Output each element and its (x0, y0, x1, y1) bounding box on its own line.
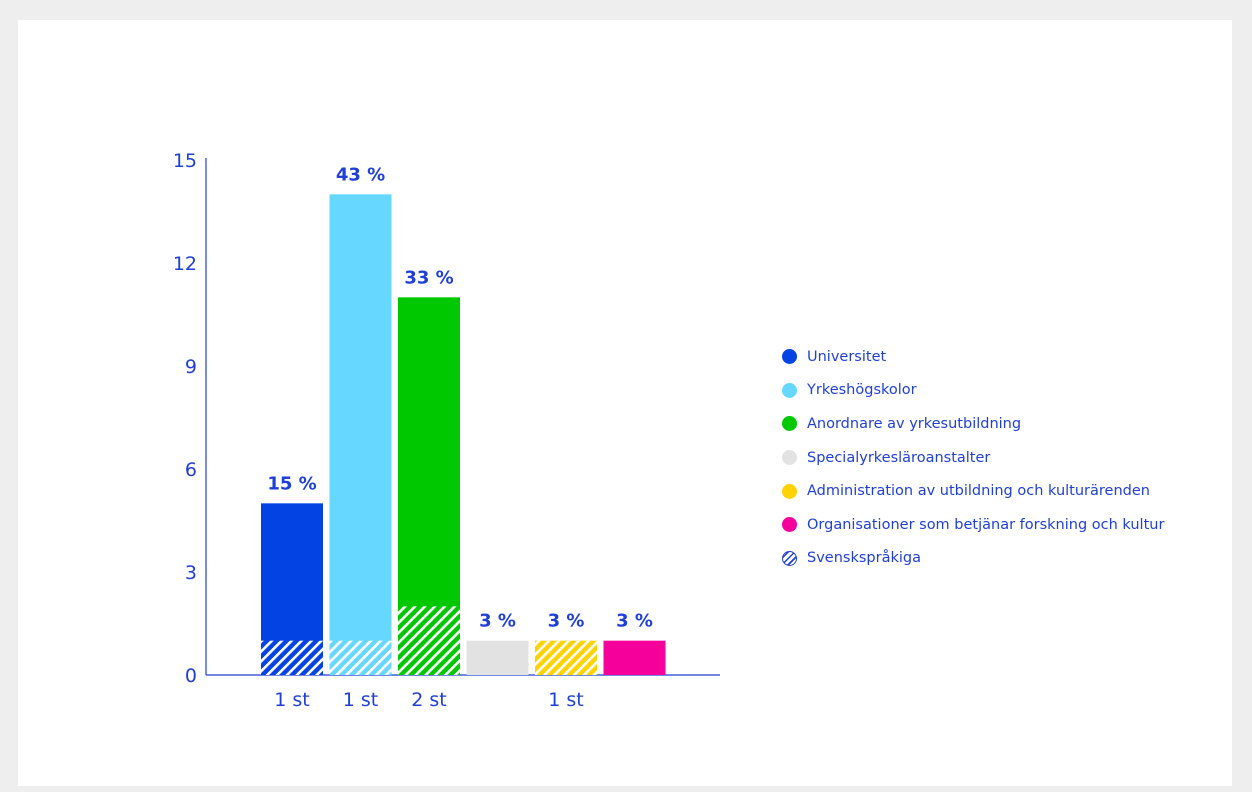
swedish-count-label: 1 st (343, 689, 378, 711)
circle-icon (782, 349, 797, 365)
bar (466, 640, 529, 675)
bar (603, 640, 666, 675)
bar-value-label: 3 % (479, 611, 516, 632)
legend-item: Anordnare av yrkesutbildning (782, 407, 1164, 441)
legend-item: Specialyrkesläroanstalter (782, 441, 1164, 475)
legend-label: Anordnare av yrkesutbildning (807, 415, 1022, 432)
y-tick-label: 12 (173, 253, 197, 275)
hatched-circle-icon (782, 550, 797, 566)
y-tick-label: 6 (185, 459, 197, 481)
swedish-count-label: 1 st (548, 689, 583, 711)
y-tick-label: 3 (185, 562, 197, 584)
bar-swedish-hatch (329, 640, 392, 675)
circle-icon (782, 483, 797, 499)
circle-icon (782, 450, 797, 466)
bar-value-label: 3 % (616, 611, 653, 632)
circle-icon (782, 517, 797, 533)
legend-item: Organisationer som betjänar forskning oc… (782, 508, 1164, 542)
legend-item: Administration av utbildning och kulturä… (782, 474, 1164, 508)
circle-icon (782, 416, 797, 432)
y-tick-label: 15 (173, 150, 197, 172)
legend-item: Yrkeshögskolor (782, 374, 1164, 408)
bar-value-label: 43 % (336, 164, 385, 185)
y-tick-label: 9 (185, 356, 197, 378)
swedish-count-label: 2 st (411, 689, 446, 711)
bar-swedish-hatch (535, 640, 597, 675)
legend-label: Specialyrkesläroanstalter (807, 449, 991, 466)
bars-group (261, 194, 666, 676)
swedish-count-labels-group: 1 st 1 st 2 st 1 st (274, 689, 583, 711)
legend-item: Universitet (782, 340, 1164, 374)
bar-swedish-hatch (261, 640, 323, 675)
legend: Universitet Yrkeshögskolor Anordnare av yr… (782, 340, 1164, 575)
legend-label: Yrkeshögskolor (807, 382, 917, 399)
swedish-count-label: 1 st (274, 689, 309, 711)
bar-value-label: 15 % (267, 473, 316, 494)
bar-swedish-hatch (398, 606, 460, 675)
legend-label: Svenskspråkiga (807, 550, 921, 567)
y-tick-label: 0 (185, 665, 197, 687)
legend-label: Universitet (807, 348, 887, 365)
y-axis: 0 3 6 9 12 15 (173, 150, 720, 687)
bar-value-label: 33 % (404, 267, 453, 288)
circle-icon (782, 382, 797, 398)
legend-item: Svenskspråkiga (782, 542, 1164, 576)
bar (329, 194, 392, 676)
bar-value-label: 3 % (548, 611, 585, 632)
legend-label: Organisationer som betjänar forskning oc… (807, 516, 1165, 533)
legend-label: Administration av utbildning och kulturä… (807, 483, 1150, 500)
value-labels-group: 15 % 43 % 33 % 3 % 3 % 3 % (267, 164, 653, 631)
